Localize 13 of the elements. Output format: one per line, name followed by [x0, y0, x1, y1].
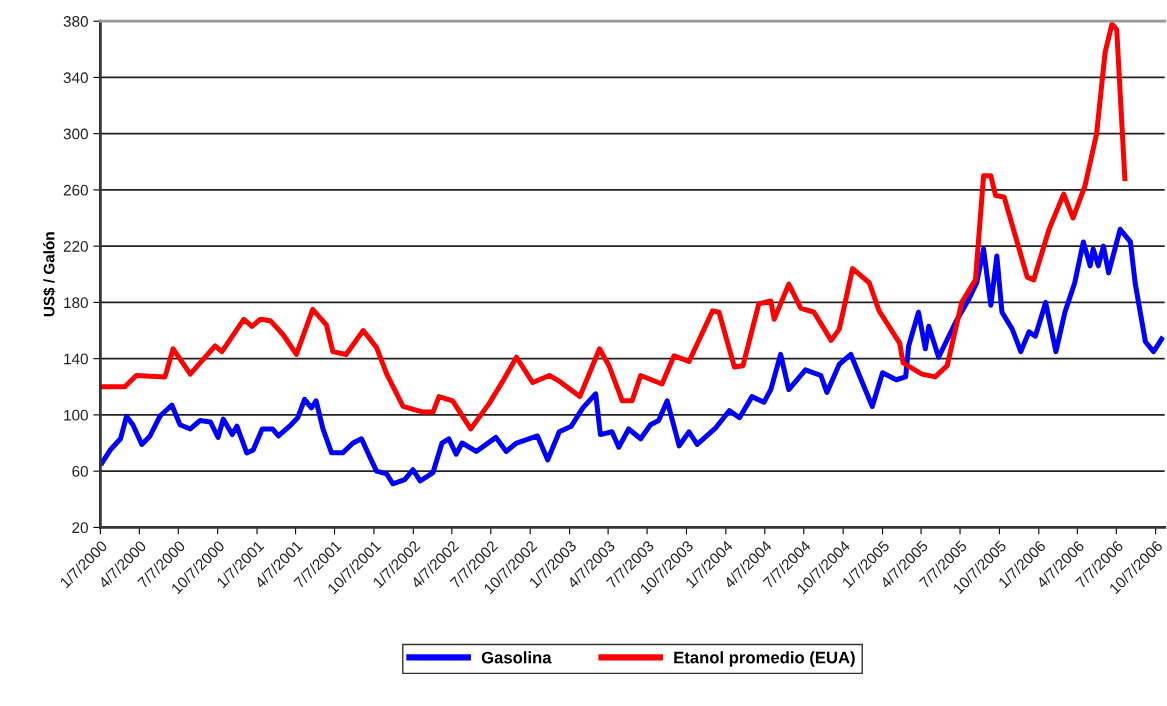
legend-label: Gasolina	[481, 651, 552, 664]
y-tick-label: 60	[72, 466, 88, 477]
y-tick-label: 260	[63, 184, 88, 196]
y-tick-label: 380	[63, 16, 88, 27]
y-tick-label: 100	[64, 409, 88, 421]
y-tick-label: 20	[72, 522, 88, 534]
y-tick-label: 340	[63, 72, 88, 84]
y-axis-title: US$ / Galón	[43, 232, 56, 317]
y-tick-label: 140	[64, 353, 88, 365]
legend-label: Etanol promedio (EUA)	[674, 651, 855, 667]
y-tick-label: 300	[63, 128, 88, 140]
y-tick-label: 180	[64, 297, 88, 309]
y-tick-label: 220	[63, 241, 88, 252]
